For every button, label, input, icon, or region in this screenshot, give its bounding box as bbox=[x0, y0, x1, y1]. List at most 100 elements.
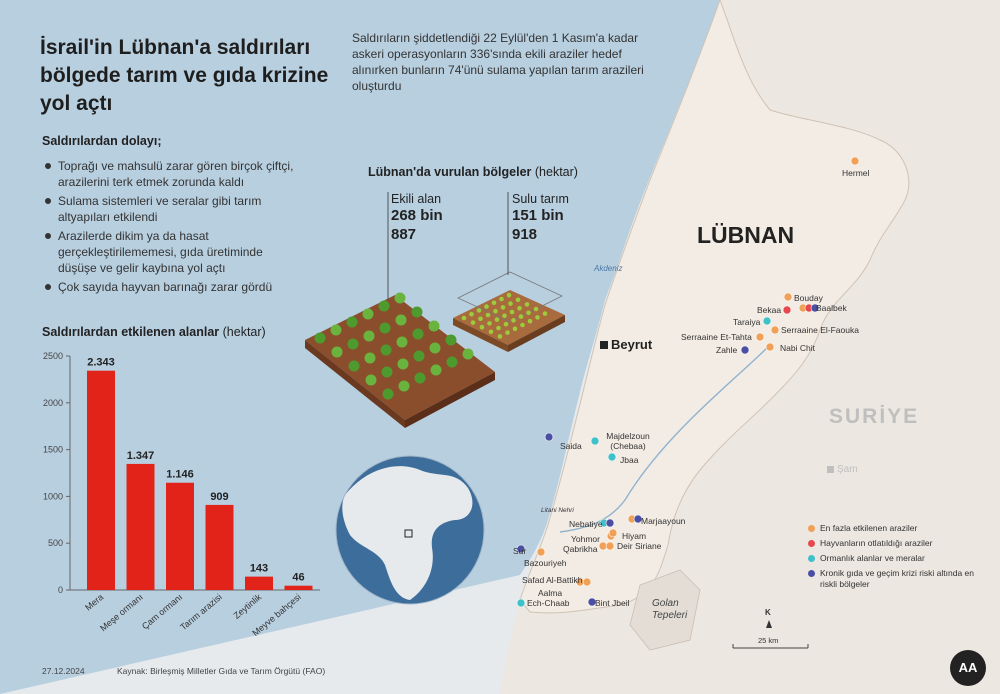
place-label: Ech-Chaab bbox=[527, 598, 570, 608]
crop bbox=[512, 326, 518, 332]
tree bbox=[364, 352, 376, 364]
irrigated-value-line1: 151 bin bbox=[512, 207, 564, 224]
crop bbox=[484, 304, 489, 309]
place-marker bbox=[544, 432, 554, 442]
cause-item: Toprağı ve mahsulü zarar gören birçok çi… bbox=[42, 158, 302, 190]
tree bbox=[379, 322, 391, 334]
globe bbox=[335, 455, 485, 605]
crop bbox=[469, 311, 474, 317]
bar bbox=[284, 585, 313, 590]
place-marker bbox=[782, 305, 792, 315]
tree bbox=[346, 316, 358, 328]
bar-value-label: 1.347 bbox=[127, 450, 155, 462]
tree bbox=[412, 328, 424, 340]
bar-value-label: 143 bbox=[250, 563, 268, 575]
legend-label: Ormanlık alanlar ve meralar bbox=[820, 553, 925, 563]
syria-city-label: Şam bbox=[837, 464, 858, 475]
tree bbox=[347, 338, 359, 350]
tree bbox=[411, 306, 423, 318]
golan-label: Golan Tepeleri bbox=[652, 598, 687, 622]
tree bbox=[462, 348, 474, 360]
bar bbox=[126, 463, 155, 590]
place-marker bbox=[633, 514, 643, 524]
crop bbox=[533, 306, 539, 312]
place-label: Nabi Chit bbox=[780, 343, 815, 353]
footer-source: Kaynak: Birleşmiş Milletler Gıda ve Tarı… bbox=[117, 666, 326, 676]
place-label: Bouday bbox=[794, 293, 823, 303]
place-label: Jbaa bbox=[620, 455, 639, 465]
place-marker bbox=[783, 292, 793, 302]
legend-label: Hayvanların otlatıldığı araziler bbox=[820, 538, 933, 548]
golan-label-line1: Golan bbox=[652, 598, 679, 609]
bar-value-label: 2.343 bbox=[87, 357, 115, 369]
crop bbox=[520, 322, 525, 328]
place-label: Bazouriyeh bbox=[524, 558, 567, 568]
place-label: Bint Jbeil bbox=[595, 598, 630, 608]
tree bbox=[445, 334, 457, 346]
place-label: Aalma bbox=[538, 588, 563, 598]
scale-label: 25 km bbox=[758, 636, 779, 645]
crop bbox=[502, 313, 507, 319]
intro-text: Saldırıların şiddetlendiği 22 Eylül'den … bbox=[352, 31, 644, 93]
legend-dot bbox=[808, 525, 815, 532]
bar-value-label: 909 bbox=[210, 491, 228, 503]
place-marker bbox=[755, 332, 765, 342]
place-label: Marjaayoun bbox=[641, 516, 686, 526]
place-label: Nebatiye bbox=[569, 519, 603, 529]
place-marker bbox=[516, 598, 526, 608]
cause-item: Arazilerde dikim ya da hasat gerçekleşti… bbox=[42, 228, 302, 276]
causes-heading: Saldırılardan dolayı; bbox=[42, 134, 162, 148]
chart-title: Saldırılardan etkilenen alanlar (hektar) bbox=[42, 325, 266, 339]
tree bbox=[430, 364, 442, 376]
tree bbox=[362, 308, 374, 320]
bar bbox=[166, 482, 194, 590]
irrigated-stat: Sulu tarım 151 bin 918 bbox=[512, 192, 569, 244]
tree bbox=[330, 324, 342, 336]
legend-label: Kronik gıda ve geçim krizi riski altında… bbox=[820, 568, 975, 589]
crop bbox=[491, 300, 497, 306]
golan-heights bbox=[629, 569, 701, 651]
crop bbox=[500, 305, 506, 310]
crop bbox=[524, 302, 530, 307]
tree bbox=[331, 346, 343, 358]
tree bbox=[446, 356, 458, 368]
crop bbox=[505, 330, 510, 335]
bar-value-label: 1.146 bbox=[166, 469, 194, 481]
golan-label-line2: Tepeleri bbox=[652, 610, 688, 621]
place-marker bbox=[770, 325, 780, 335]
place-marker bbox=[762, 316, 772, 326]
crop bbox=[496, 325, 501, 331]
crop bbox=[509, 309, 515, 315]
tree bbox=[378, 300, 390, 312]
place-marker bbox=[608, 528, 618, 538]
crop bbox=[515, 297, 521, 303]
tree bbox=[429, 342, 441, 354]
crop bbox=[461, 315, 467, 321]
tree bbox=[428, 320, 440, 332]
cause-item: Sulama sistemleri ve seralar gibi tarım … bbox=[42, 193, 302, 225]
tree bbox=[394, 292, 406, 304]
place-marker bbox=[582, 577, 592, 587]
regions-heading-text: Lübnan'da vurulan bölgeler bbox=[368, 165, 532, 179]
country-label: LÜBNAN bbox=[697, 222, 795, 248]
aa-logo: AA bbox=[950, 650, 986, 686]
tree bbox=[413, 350, 425, 362]
crop bbox=[485, 312, 491, 318]
neighbor-label: SURİYE bbox=[829, 405, 920, 428]
place-label: Majdelzoun (Chebaa) bbox=[606, 431, 650, 451]
place-marker bbox=[587, 597, 597, 607]
crop bbox=[478, 316, 483, 322]
crop bbox=[470, 320, 476, 325]
tree bbox=[396, 336, 408, 348]
crops bbox=[461, 292, 548, 339]
place-marker bbox=[765, 342, 775, 352]
irrigated-label: Sulu tarım bbox=[512, 192, 569, 206]
y-tick-label: 500 bbox=[48, 538, 63, 548]
y-tick-label: 1500 bbox=[43, 445, 63, 455]
place-marker bbox=[850, 156, 860, 166]
crop bbox=[493, 308, 498, 314]
cultivated-stat: Ekili alan 268 bin 887 bbox=[391, 192, 443, 244]
chart-unit: (hektar) bbox=[222, 325, 266, 339]
